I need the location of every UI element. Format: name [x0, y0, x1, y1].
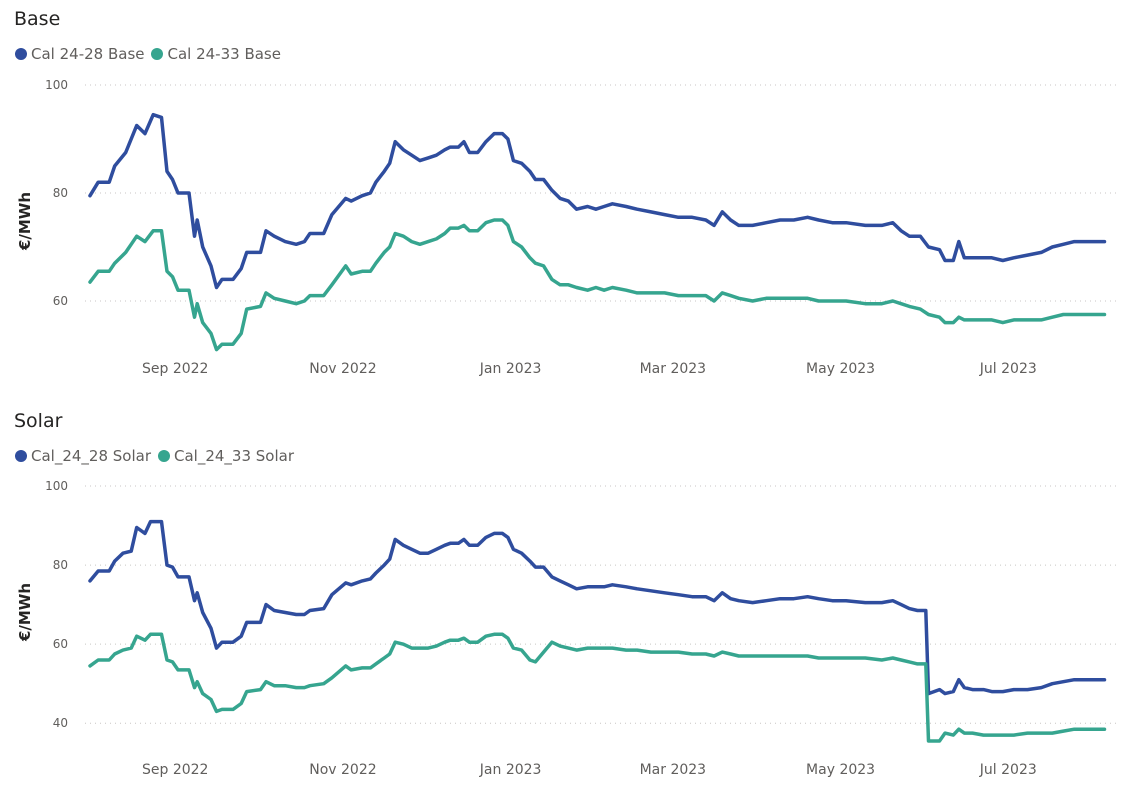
x-tick-label: Nov 2022 [309, 361, 376, 377]
legend-item[interactable]: Cal 24-33 Base [151, 45, 281, 63]
legend-dot-icon [15, 450, 27, 462]
legend: Cal 24-28 Base Cal 24-33 Base [15, 45, 288, 63]
x-tick-label: Sep 2022 [142, 361, 208, 377]
legend-label: Cal_24_28 Solar [31, 447, 151, 465]
legend: Cal_24_28 Solar Cal_24_33 Solar [15, 447, 301, 465]
series-line-2[interactable] [88, 632, 1107, 743]
y-tick-label: 100 [45, 479, 68, 493]
x-tick-label: Jul 2023 [979, 361, 1037, 377]
x-tick-label: Sep 2022 [142, 762, 208, 778]
legend-item[interactable]: Cal_24_28 Solar [15, 447, 151, 465]
y-tick-label: 100 [45, 78, 68, 92]
y-tick-label: 80 [53, 186, 68, 200]
y-tick-label: 80 [53, 558, 68, 572]
x-tick-label: Jul 2023 [979, 762, 1037, 778]
x-tick-label: Mar 2023 [640, 762, 707, 778]
legend-label: Cal 24-28 Base [31, 45, 145, 63]
legend-label: Cal_24_33 Solar [174, 447, 294, 465]
series-line-1[interactable] [88, 519, 1107, 696]
y-tick-label: 60 [53, 294, 68, 308]
legend-item[interactable]: Cal_24_33 Solar [158, 447, 294, 465]
legend-item[interactable]: Cal 24-28 Base [15, 45, 144, 63]
y-axis-label: €/MWh [16, 583, 34, 642]
chart-title: Base [14, 8, 61, 30]
x-tick-label: May 2023 [806, 361, 875, 377]
x-tick-label: Jan 2023 [479, 361, 542, 377]
x-tick-label: May 2023 [806, 762, 875, 778]
solar-chart-panel: Solar Cal_24_28 Solar Cal_24_33 Solar €/… [0, 400, 1125, 795]
chart-title: Solar [14, 410, 63, 432]
x-tick-label: Mar 2023 [640, 361, 707, 377]
series-line-2[interactable] [88, 218, 1107, 352]
y-tick-label: 60 [53, 637, 68, 651]
y-axis-label: €/MWh [16, 192, 34, 251]
legend-dot-icon [158, 450, 170, 462]
legend-dot-icon [15, 48, 27, 60]
x-tick-label: Jan 2023 [479, 762, 542, 778]
line-chart[interactable]: €/MWh 60 80 100 Sep 2022 Nov 2022 Jan 2023 Mar… [0, 0, 1125, 395]
line-chart[interactable]: €/MWh 40 60 80 100 Sep 2022 Nov 2022 Jan 2023 M… [0, 400, 1125, 795]
legend-dot-icon [151, 48, 164, 60]
x-tick-label: Nov 2022 [309, 762, 376, 778]
legend-label: Cal 24-33 Base [167, 45, 281, 63]
base-chart-panel: Base Cal 24-28 Base Cal 24-33 Base €/MWh… [0, 0, 1125, 395]
y-tick-label: 40 [53, 716, 68, 730]
series-line-1[interactable] [88, 112, 1107, 290]
